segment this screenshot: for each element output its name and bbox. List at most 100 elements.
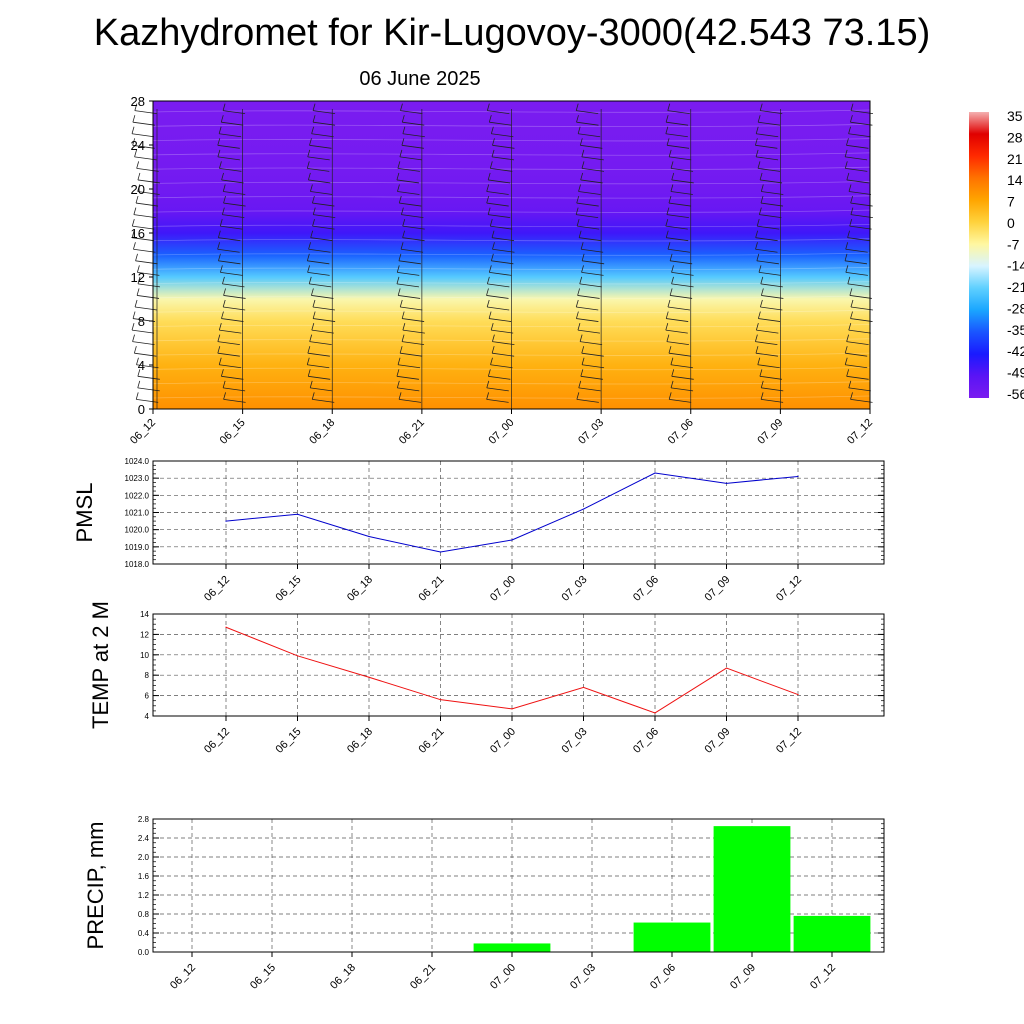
wind-barb bbox=[756, 329, 779, 334]
y-tick-label: 2.8 bbox=[138, 815, 150, 824]
wind-barb-flag bbox=[760, 392, 764, 400]
wind-barb bbox=[223, 110, 246, 115]
wind-barb bbox=[759, 214, 782, 218]
wind-barb bbox=[307, 260, 330, 265]
wind-barb bbox=[131, 133, 155, 138]
wind-barb-flag bbox=[308, 276, 312, 285]
wind-barb-flag bbox=[488, 311, 492, 319]
wind-barb-flag bbox=[844, 161, 848, 169]
wind-barb-flag bbox=[580, 369, 584, 377]
wind-barb-flag bbox=[312, 115, 316, 123]
wind-barb-flag bbox=[668, 346, 672, 354]
wind-barb-flag bbox=[847, 276, 851, 285]
wind-barb-flag bbox=[132, 115, 136, 123]
colorbar-label: -7 bbox=[1007, 236, 1020, 252]
wind-barb bbox=[666, 214, 689, 218]
wind-barb-flag bbox=[755, 346, 759, 354]
wind-barb-flag bbox=[223, 288, 226, 296]
wind-barb-flag bbox=[581, 357, 585, 365]
wind-barb-flag bbox=[755, 126, 759, 134]
wind-barb-flag bbox=[849, 219, 853, 227]
wind-barb bbox=[136, 364, 159, 369]
wind-barb bbox=[491, 237, 515, 242]
x-tick-label: 07_12 bbox=[774, 574, 804, 604]
x-tick-label: 06_21 bbox=[417, 574, 447, 604]
wind-barb bbox=[488, 375, 511, 380]
wind-barb bbox=[218, 260, 241, 265]
y-tick-label: 4 bbox=[138, 358, 145, 373]
wind-barb bbox=[132, 144, 155, 149]
wind-barb-flag bbox=[221, 172, 224, 181]
colorbar-label: -49 bbox=[1007, 365, 1024, 381]
wind-barb bbox=[398, 295, 421, 299]
wind-barb-flag bbox=[580, 172, 584, 181]
wind-barb bbox=[671, 375, 694, 380]
wind-barb-flag bbox=[397, 184, 400, 192]
wind-barb-flag bbox=[846, 172, 850, 181]
colorbar-label: -21 bbox=[1007, 279, 1024, 295]
wind-barb-flag bbox=[578, 184, 581, 192]
wind-barb bbox=[491, 133, 514, 138]
wind-barb bbox=[487, 306, 510, 311]
wind-barb bbox=[132, 225, 155, 230]
wind-barb-flag bbox=[756, 219, 760, 227]
wind-barb bbox=[402, 121, 425, 126]
contour-line bbox=[152, 109, 871, 113]
wind-barb-flag bbox=[575, 299, 579, 308]
contour-line bbox=[152, 166, 871, 170]
wind-barb-flag bbox=[137, 380, 141, 388]
data-point bbox=[296, 655, 299, 657]
wind-barb-flag bbox=[222, 103, 226, 111]
y-tick-label: 28 bbox=[131, 94, 145, 109]
wind-barb bbox=[221, 318, 244, 322]
wind-barb bbox=[489, 271, 512, 276]
wind-barb-flag bbox=[576, 219, 580, 227]
wind-barb bbox=[396, 179, 419, 184]
wind-barb-flag bbox=[668, 149, 672, 157]
wind-barb bbox=[581, 156, 604, 161]
wind-barb bbox=[219, 329, 242, 334]
wind-barb bbox=[666, 318, 689, 322]
y-tick-label: 20 bbox=[131, 182, 145, 197]
wind-barb bbox=[756, 156, 779, 161]
wind-barb bbox=[761, 191, 784, 195]
wind-barb bbox=[401, 248, 424, 253]
wind-barb bbox=[576, 121, 599, 126]
wind-barb-flag bbox=[759, 369, 763, 377]
wind-barb-flag bbox=[665, 126, 669, 134]
wind-barb bbox=[133, 214, 156, 218]
wind-barb-flag bbox=[309, 138, 312, 146]
wind-barb-flag bbox=[397, 288, 401, 296]
wind-barb bbox=[313, 318, 336, 322]
x-tick-label: 07_12 bbox=[774, 726, 804, 756]
precip-panel: 0.0 0.4 0.8 1.2 1.6 2.0 2.4 2.8 06_12 06_15 06_18 0… bbox=[83, 815, 885, 992]
wind-barb bbox=[486, 399, 509, 403]
wind-barb-flag bbox=[486, 195, 490, 204]
wind-barb-flag bbox=[218, 322, 222, 331]
wind-barb bbox=[136, 295, 160, 299]
y-tick-label: 1019.0 bbox=[125, 543, 150, 552]
colorbar-label: 7 bbox=[1007, 194, 1015, 210]
wind-barb-flag bbox=[219, 265, 223, 273]
wind-barb bbox=[488, 214, 511, 218]
wind-barb-flag bbox=[402, 322, 406, 331]
wind-barb-flag bbox=[133, 207, 137, 215]
wind-barb bbox=[757, 168, 781, 172]
wind-barb-flag bbox=[577, 322, 581, 331]
x-tick-label: 06_18 bbox=[345, 574, 375, 604]
wind-barb bbox=[309, 144, 332, 149]
wind-barb bbox=[580, 375, 603, 380]
wind-barb bbox=[671, 179, 694, 184]
wind-barb bbox=[135, 260, 158, 265]
wind-barb-flag bbox=[222, 184, 226, 192]
wind-barb bbox=[756, 260, 779, 265]
wind-barb bbox=[311, 295, 334, 299]
wind-barb bbox=[397, 168, 420, 172]
wind-barb-flag bbox=[398, 195, 402, 204]
wind-barb bbox=[313, 214, 336, 218]
wind-barb-flag bbox=[757, 161, 761, 169]
wind-barb-flag bbox=[309, 334, 313, 342]
x-tick-label: 06_12 bbox=[168, 962, 198, 992]
wind-barb-flag bbox=[665, 219, 669, 227]
wind-barb bbox=[397, 271, 420, 276]
